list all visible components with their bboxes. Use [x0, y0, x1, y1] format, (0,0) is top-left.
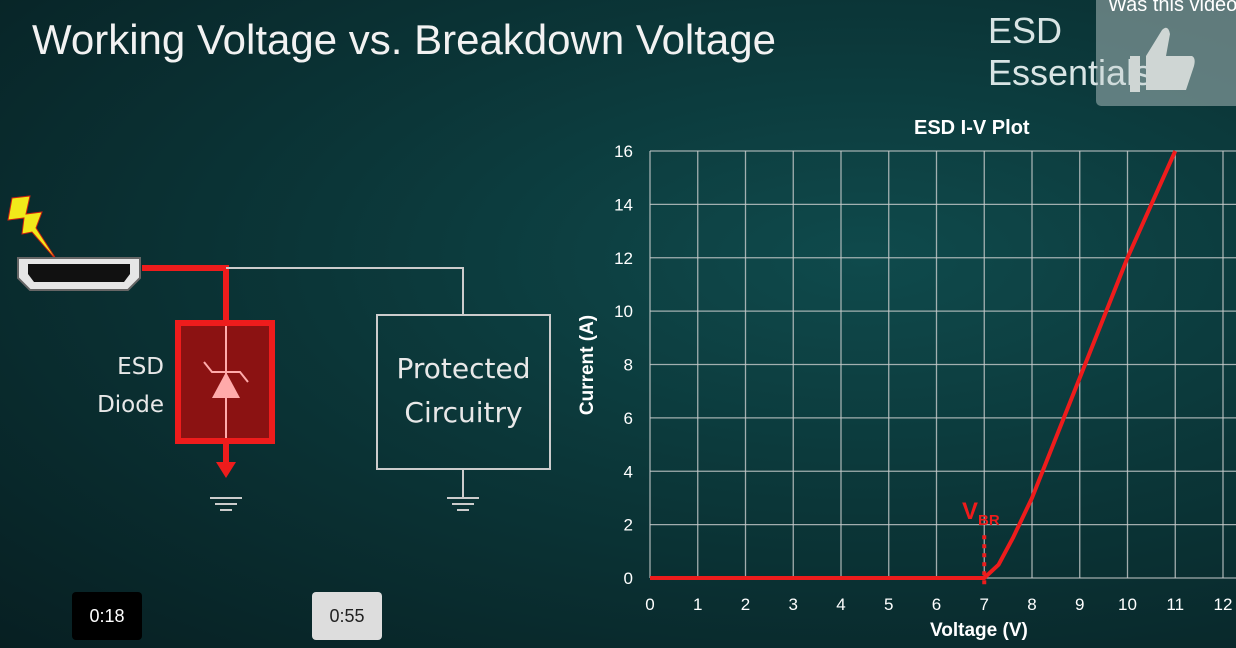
x-tick-label: 2: [741, 595, 750, 614]
y-axis-label: Current (A): [577, 314, 598, 416]
x-axis-label: Voltage (V): [930, 620, 1028, 641]
protected-circuitry-box: [376, 314, 551, 470]
feedback-overlay[interactable]: [1096, 0, 1236, 106]
y-tick-label: 16: [614, 142, 633, 161]
y-tick-label: 0: [624, 569, 633, 588]
feedback-prompt: Was this video: [1108, 0, 1236, 16]
y-tick-label: 2: [624, 516, 633, 535]
vbr-subscript: BR: [978, 511, 1000, 529]
x-tick-label: 0: [645, 595, 654, 614]
box-label: Protected: [396, 352, 531, 385]
x-tick-label: 9: [1075, 595, 1084, 614]
x-tick-label: 1: [693, 595, 702, 614]
x-tick-label: 10: [1118, 595, 1137, 614]
ground-icon: [447, 469, 479, 511]
x-tick-label: 12: [1214, 595, 1233, 614]
hdmi-port-icon: [17, 257, 141, 291]
hover-time-tooltip: 0:55: [312, 592, 382, 640]
thumbs-up-icon[interactable]: [1096, 0, 1236, 106]
x-tick-label: 6: [932, 595, 941, 614]
current-time-tooltip: 0:18: [72, 592, 142, 640]
y-tick-label: 4: [624, 462, 633, 481]
chart-title: ESD I-V Plot: [914, 117, 1030, 139]
iv-curve: [650, 150, 1178, 580]
vbr-text: V: [962, 498, 979, 525]
x-tick-label: 4: [836, 595, 845, 614]
y-tick-label: 8: [624, 356, 633, 375]
x-tick-label: 8: [1027, 595, 1036, 614]
y-tick-label: 10: [614, 302, 633, 321]
box-label: Circuitry: [404, 396, 523, 429]
diode-label: ESD: [117, 354, 164, 380]
x-tick-label: 5: [884, 595, 893, 614]
y-tick-label: 6: [624, 409, 633, 428]
x-tick-label: 11: [1166, 595, 1184, 614]
diode-label: Diode: [97, 392, 164, 418]
brand-title: ESD Essentials: [988, 10, 1153, 93]
x-tick-label: 7: [980, 595, 989, 614]
zener-diode-icon: [212, 372, 240, 398]
ground-icon: [210, 497, 242, 511]
slide-title: Working Voltage vs. Breakdown Voltage: [32, 16, 777, 63]
y-tick-label: 14: [614, 195, 633, 214]
lightning-icon: [7, 195, 59, 263]
y-tick-label: 12: [614, 249, 633, 268]
x-tick-label: 3: [789, 595, 798, 614]
vbr-annotation: VBR: [962, 498, 1000, 529]
